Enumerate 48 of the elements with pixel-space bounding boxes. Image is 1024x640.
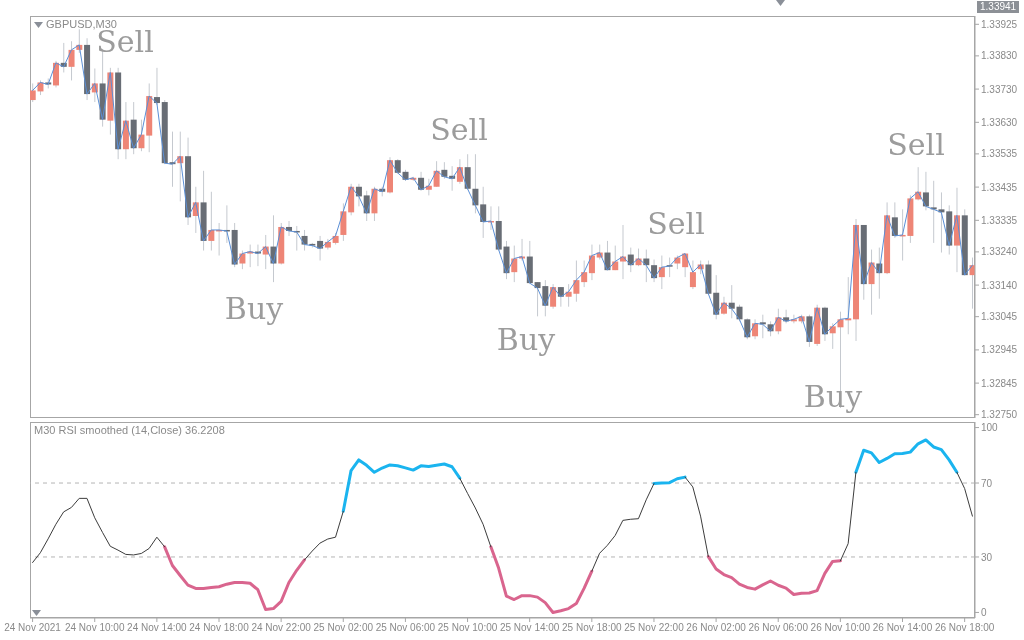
candlestick: [68, 40, 75, 81]
x-tick-label: 24 Nov 10:00: [64, 622, 125, 634]
candlestick: [922, 171, 929, 211]
y-tick-label: 70: [981, 477, 993, 489]
y-tick-label: 1.33335: [981, 214, 1018, 226]
y-tick-label: 1.32750: [981, 409, 1018, 421]
y-tick-label: 1.33435: [981, 181, 1018, 193]
annotation: Sell: [887, 127, 945, 162]
x-tick-label: 24 Nov 2021: [4, 622, 62, 634]
y-tick-label: 1.33535: [981, 148, 1018, 160]
annotation: Buy: [224, 291, 284, 326]
y-tick-label: 1.33630: [981, 116, 1018, 128]
y-tick-label: 1.33240: [981, 246, 1018, 258]
x-tick-label: 24 Nov 14:00: [127, 622, 188, 634]
annotation: Sell: [647, 206, 705, 241]
x-tick-label: 25 Nov 14:00: [499, 622, 560, 634]
y-tick-label: 1.33830: [981, 50, 1018, 62]
x-tick-label: 26 Nov 18:00: [934, 622, 995, 634]
chart-title: GBPUSD,M30: [46, 18, 117, 30]
text: 1.33941: [977, 1, 1020, 13]
y-tick-label: 1.33925: [981, 18, 1018, 30]
x-tick-label: 26 Nov 14:00: [872, 622, 933, 634]
x-tick-label: 26 Nov 10:00: [810, 622, 871, 634]
x-tick-label: 26 Nov 06:00: [748, 622, 809, 634]
annotation: Sell: [430, 112, 488, 147]
chart-title: M30 RSI smoothed (14,Close) 36.2208: [34, 424, 225, 436]
y-tick-label: 1.33045: [981, 311, 1018, 323]
candlestick: [480, 186, 487, 239]
annotation: Buy: [803, 379, 863, 414]
x-tick-label: 24 Nov 18:00: [189, 622, 250, 634]
y-tick-label: 100: [981, 422, 999, 434]
y-tick-label: 30: [981, 551, 993, 563]
candlestick: [689, 260, 696, 290]
x-tick-label: 25 Nov 02:00: [313, 622, 374, 634]
annotation: Buy: [496, 322, 556, 357]
candlestick: [340, 202, 347, 242]
y-tick-label: 1.32945: [981, 344, 1018, 356]
x-tick-label: 25 Nov 10:00: [437, 622, 498, 634]
candlestick: [464, 153, 471, 191]
y-tick-label: 1.32845: [981, 377, 1018, 389]
x-tick-label: 24 Nov 22:00: [251, 622, 312, 634]
x-tick-label: 26 Nov 02:00: [686, 622, 747, 634]
x-tick-label: 25 Nov 18:00: [562, 622, 622, 634]
y-tick-label: 0: [981, 607, 987, 618]
y-tick-label: 1.33730: [981, 83, 1018, 95]
y-tick-label: 1.33140: [981, 279, 1018, 291]
x-tick-label: 25 Nov 22:00: [624, 622, 685, 634]
x-tick-label: 25 Nov 06:00: [375, 622, 436, 634]
